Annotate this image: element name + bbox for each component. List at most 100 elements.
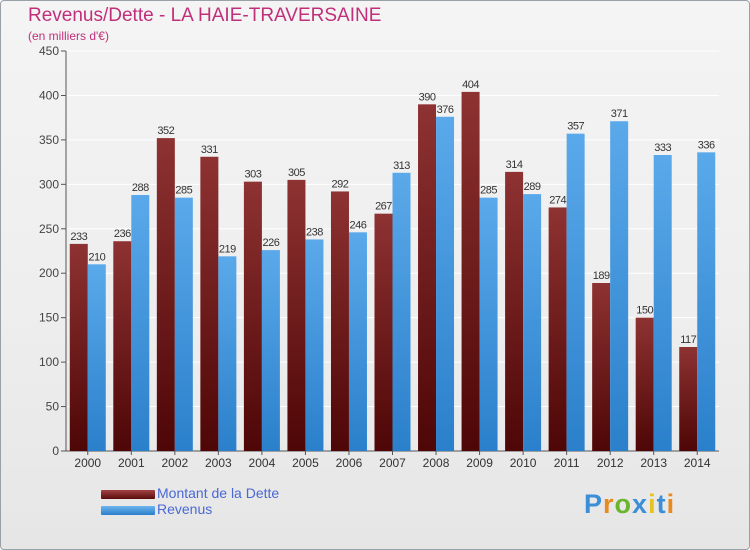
- y-tick-label: 350: [39, 133, 59, 147]
- data-label-dette: 236: [114, 228, 131, 240]
- data-label-dette: 404: [462, 79, 479, 91]
- data-label-revenus: 285: [175, 185, 192, 197]
- data-label-revenus: 246: [350, 219, 367, 231]
- data-label-revenus: 226: [262, 237, 279, 249]
- x-tick-label: 2002: [161, 456, 188, 470]
- data-label-revenus: 238: [306, 226, 323, 238]
- data-label-revenus: 289: [524, 181, 541, 193]
- x-tick-label: 2006: [336, 456, 363, 470]
- bar-dette: [461, 91, 480, 451]
- x-tick-label: 2013: [640, 456, 667, 470]
- data-label-dette: 292: [332, 178, 349, 190]
- bar-revenus: [523, 194, 542, 451]
- bar-revenus: [610, 121, 629, 451]
- data-label-revenus: 376: [437, 104, 454, 116]
- bar-dette: [505, 171, 524, 451]
- x-tick-label: 2004: [249, 456, 276, 470]
- logo-letter: i: [666, 489, 676, 519]
- legend-swatch-revenus: [101, 506, 155, 515]
- bar-revenus: [305, 239, 324, 451]
- bar-dette: [287, 179, 306, 451]
- bar-revenus: [392, 172, 411, 451]
- data-label-dette: 233: [70, 231, 87, 243]
- data-label-revenus: 219: [219, 243, 236, 255]
- data-label-dette: 303: [244, 169, 261, 181]
- bar-dette: [200, 156, 219, 451]
- chart-title: Revenus/Dette - LA HAIE-TRAVERSAINE: [28, 5, 382, 26]
- x-tick-label: 2007: [379, 456, 406, 470]
- bar-revenus: [653, 155, 672, 451]
- bar-revenus: [261, 250, 280, 451]
- data-label-dette: 352: [157, 125, 174, 137]
- legend-label-dette: Montant de la Dette: [157, 485, 280, 501]
- legend-swatch-dette: [101, 490, 155, 499]
- x-tick-label: 2012: [597, 456, 624, 470]
- bar-revenus: [348, 232, 367, 451]
- bar-dette: [592, 283, 611, 451]
- y-tick-label: 400: [39, 88, 59, 102]
- data-label-dette: 189: [593, 270, 610, 282]
- y-tick-label: 100: [39, 355, 59, 369]
- bar-revenus: [131, 195, 150, 451]
- x-tick-label: 2005: [292, 456, 319, 470]
- data-label-revenus: 313: [393, 160, 410, 172]
- y-tick-label: 150: [39, 311, 59, 325]
- y-tick-label: 50: [46, 400, 60, 414]
- y-tick-label: 300: [39, 177, 59, 191]
- bar-revenus: [566, 133, 585, 451]
- x-tick-label: 2008: [423, 456, 450, 470]
- bar-revenus: [479, 197, 498, 451]
- data-label-revenus: 285: [480, 185, 497, 197]
- data-label-dette: 150: [636, 305, 653, 317]
- bar-dette: [548, 207, 567, 451]
- data-label-dette: 305: [288, 167, 305, 179]
- data-label-revenus: 336: [698, 139, 715, 151]
- bar-dette: [113, 241, 132, 451]
- bar-dette: [635, 317, 654, 451]
- y-tick-label: 450: [39, 44, 59, 58]
- logo-letter: i: [648, 489, 657, 519]
- y-tick-label: 0: [52, 444, 59, 458]
- data-label-dette: 274: [549, 194, 566, 206]
- data-label-dette: 267: [375, 201, 392, 213]
- data-label-revenus: 357: [567, 121, 584, 133]
- x-tick-label: 2001: [118, 456, 145, 470]
- data-label-revenus: 288: [132, 182, 149, 194]
- logo-letter: r: [603, 489, 615, 519]
- bar-dette: [69, 243, 88, 451]
- logo-letter: P: [584, 489, 604, 519]
- bar-revenus: [87, 264, 106, 451]
- bar-dette: [418, 104, 437, 451]
- x-tick-label: 2000: [74, 456, 101, 470]
- bar-dette: [243, 181, 262, 451]
- data-label-dette: 331: [201, 144, 218, 156]
- logo-letter: x: [632, 489, 649, 519]
- y-tick-label: 250: [39, 222, 59, 236]
- logo-letter: o: [614, 489, 633, 519]
- bar-revenus: [697, 152, 716, 452]
- data-label-revenus: 371: [611, 108, 628, 120]
- legend-label-revenus: Revenus: [157, 501, 213, 517]
- logo-letter: t: [656, 489, 667, 519]
- data-label-revenus: 210: [88, 251, 105, 263]
- bar-dette: [679, 347, 698, 451]
- data-label-revenus: 333: [654, 142, 671, 154]
- data-label-dette: 314: [506, 159, 523, 171]
- data-label-dette: 117: [680, 334, 696, 346]
- chart-subtitle: (en milliers d'€): [28, 29, 109, 43]
- bar-dette: [330, 191, 349, 451]
- x-tick-label: 2003: [205, 456, 232, 470]
- x-tick-label: 2010: [510, 456, 537, 470]
- data-label-dette: 390: [419, 91, 436, 103]
- x-tick-label: 2014: [684, 456, 711, 470]
- bar-revenus: [218, 256, 237, 451]
- proxiti-logo: Proxiti: [584, 489, 675, 520]
- bar-dette: [374, 213, 393, 451]
- x-tick-label: 2009: [466, 456, 493, 470]
- bar-dette: [156, 138, 175, 451]
- bar-revenus: [436, 116, 455, 452]
- y-tick-label: 200: [39, 266, 59, 280]
- x-tick-label: 2011: [554, 456, 580, 470]
